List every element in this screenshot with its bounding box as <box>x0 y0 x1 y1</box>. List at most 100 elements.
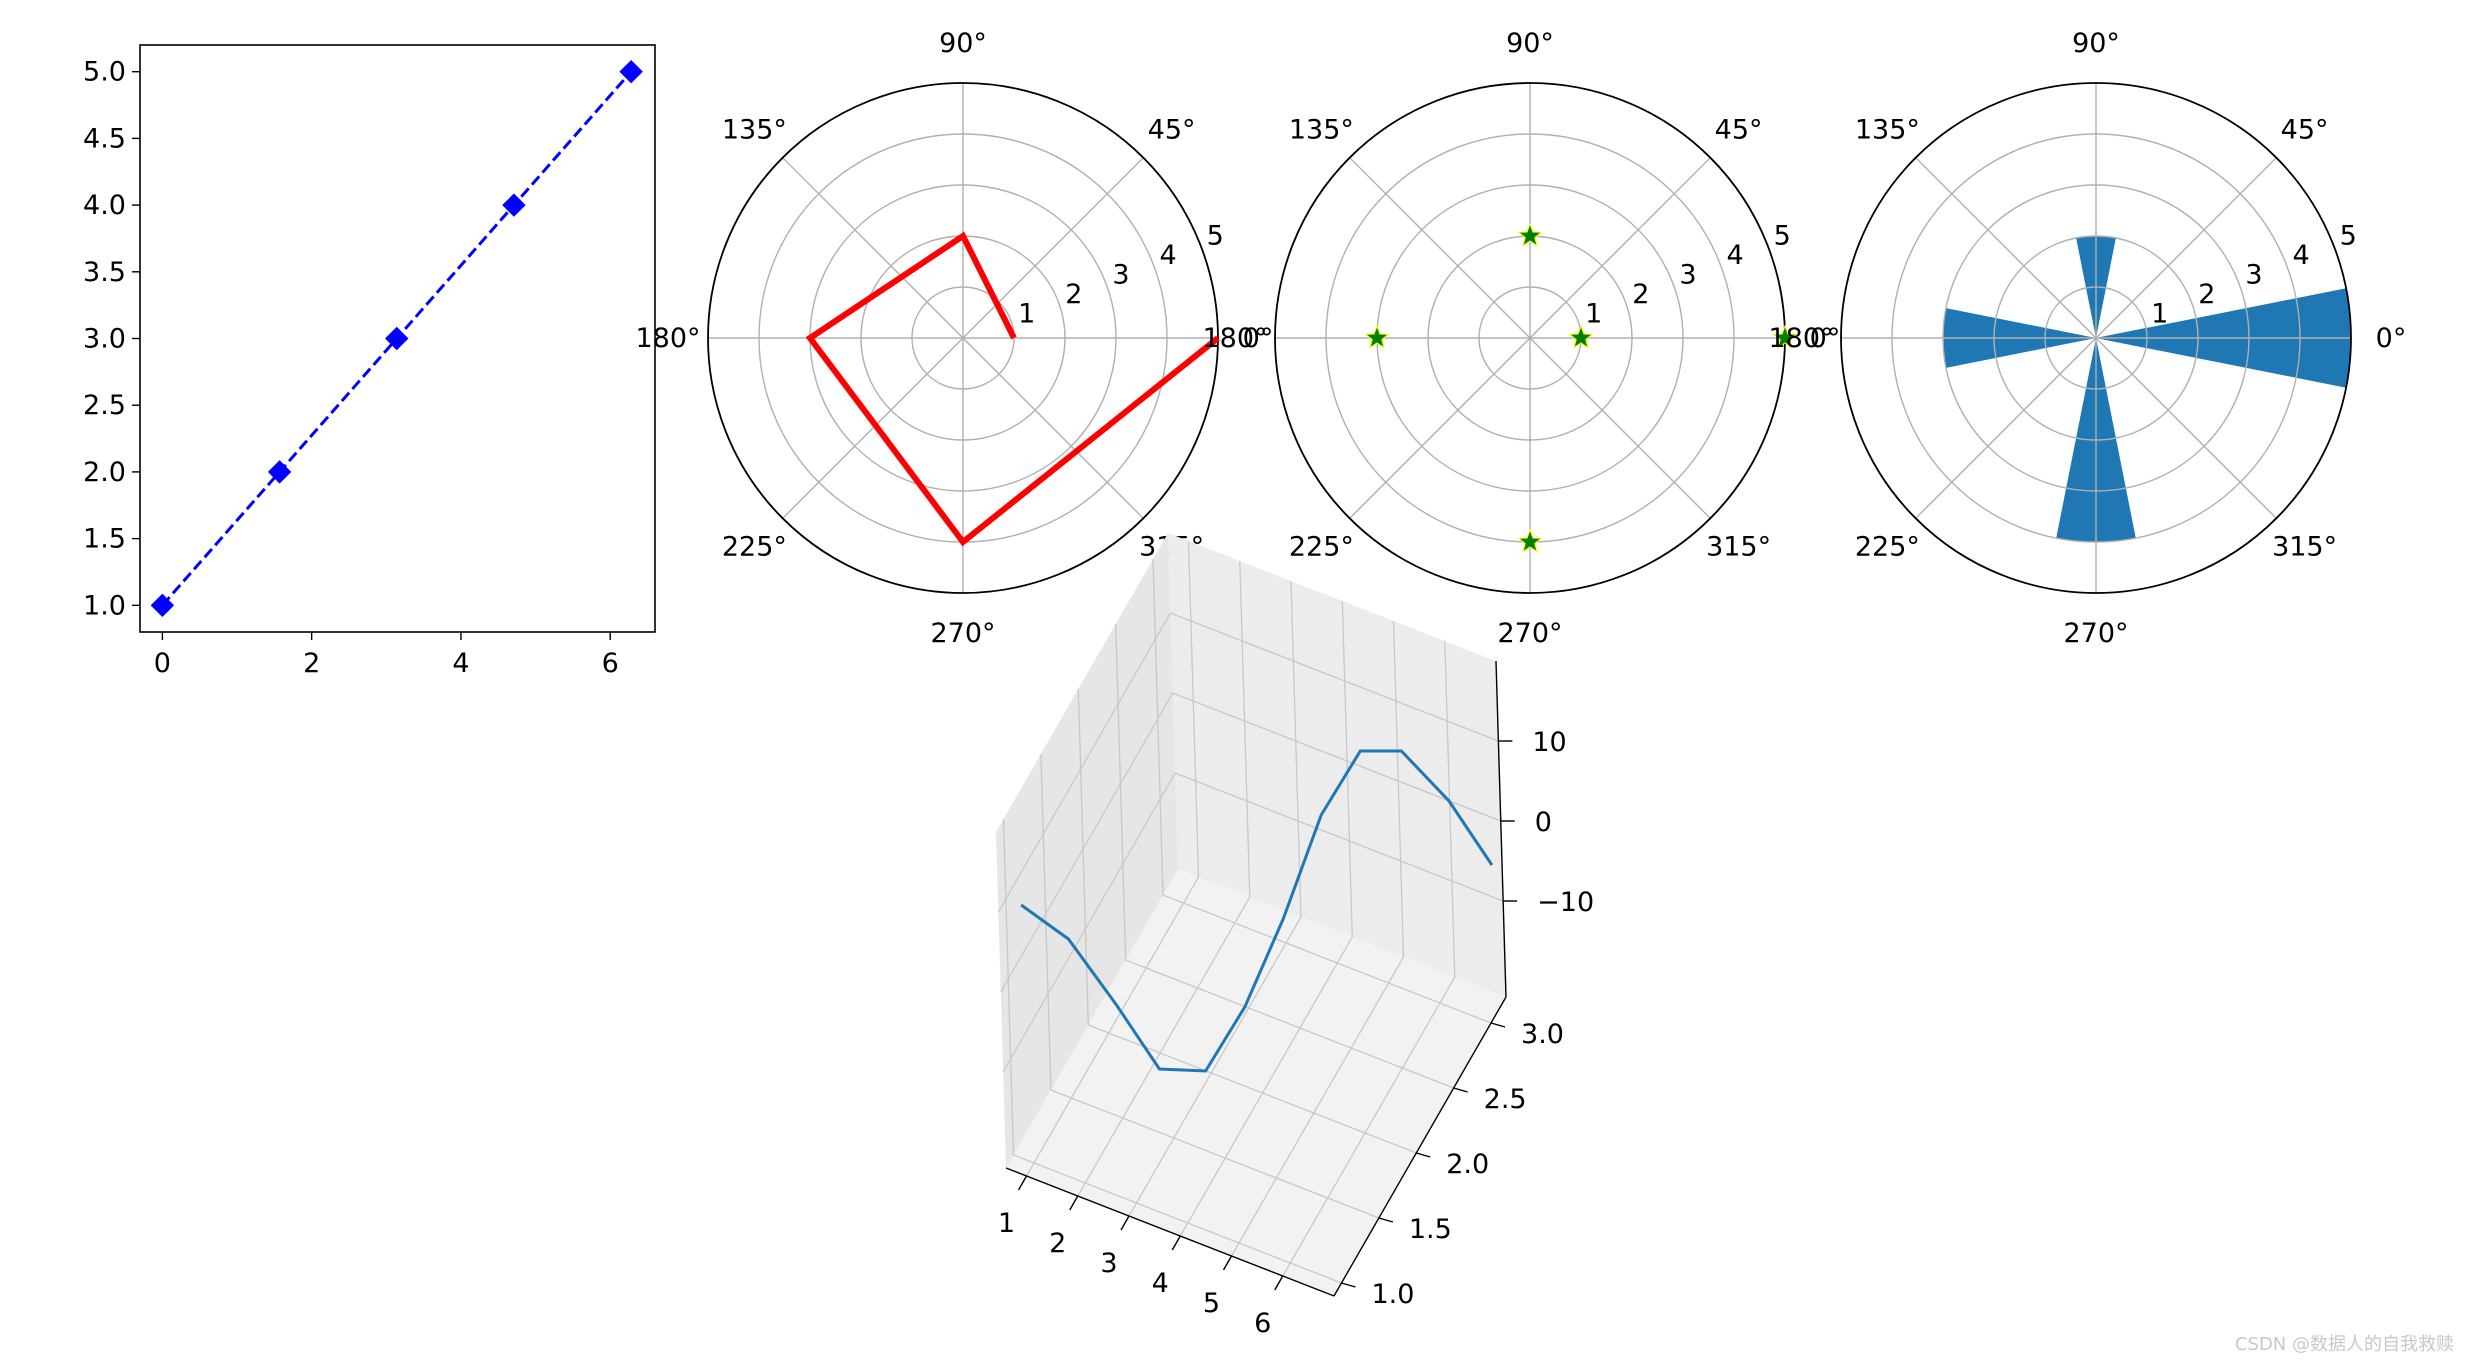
pane-side <box>996 533 1178 1168</box>
x-tick-label: 6 <box>1254 1308 1271 1339</box>
angle-label: 45° <box>1148 114 1196 145</box>
x-tick-label: 4 <box>452 648 469 679</box>
angle-label: 225° <box>1855 532 1920 563</box>
y-tick-label: 2.0 <box>83 457 126 488</box>
polar-frame <box>1840 82 2352 594</box>
radial-label: 2 <box>1632 279 1649 310</box>
radial-label: 4 <box>1726 240 1743 271</box>
star-marker <box>1568 324 1594 349</box>
data-point <box>385 326 409 351</box>
x-gridline <box>1179 600 1353 1237</box>
angular-gridline <box>1915 157 2097 339</box>
radial-label: 2 <box>1065 279 1082 310</box>
y-tick <box>1416 1152 1431 1158</box>
y-tick <box>1341 1282 1356 1288</box>
x-gridline <box>1025 540 1200 1177</box>
angle-label: 270° <box>1497 618 1562 649</box>
x-tick <box>1171 1235 1181 1251</box>
angular-gridline <box>2095 337 2277 519</box>
angle-label: 90° <box>2072 28 2120 59</box>
data-point <box>619 59 643 84</box>
angular-gridline <box>1349 157 1531 339</box>
y-tick <box>1490 1022 1506 1028</box>
y-tick-label: 1.0 <box>83 590 126 621</box>
y-tick-label: 4.5 <box>83 123 126 154</box>
angle-label: 270° <box>2063 618 2128 649</box>
x-tick <box>1017 1175 1028 1191</box>
z-tick-label: −10 <box>1537 887 1594 918</box>
x-gridline <box>1230 620 1405 1257</box>
z-gridline <box>1000 692 1502 993</box>
radial-gridline <box>2044 286 2148 390</box>
x-gridline <box>1128 580 1302 1217</box>
y-tick-label: 2.5 <box>1484 1084 1527 1115</box>
angular-gridline <box>1529 337 1711 519</box>
angular-gridline <box>1915 337 2097 519</box>
y-tick-label: 3.5 <box>83 257 126 288</box>
x-tick-label: 2 <box>1049 1228 1066 1259</box>
x-tick-label: 3 <box>1100 1248 1117 1279</box>
y-tick-label: 3.0 <box>1521 1019 1564 1050</box>
z-gridline <box>1002 772 1504 1073</box>
angular-gridline <box>782 337 964 519</box>
radial-gridline <box>1993 235 2199 441</box>
data-point <box>502 193 526 217</box>
radial-label: 5 <box>2340 220 2357 251</box>
angle-label: 270° <box>930 618 995 649</box>
angular-gridline <box>962 157 1144 339</box>
y-gridline <box>1002 818 1342 1284</box>
z-tick-label: 10 <box>1532 727 1566 758</box>
angle-label: 45° <box>1715 114 1763 145</box>
angle-label: 225° <box>722 532 787 563</box>
y-tick-label: 4.0 <box>83 190 126 221</box>
angle-label: 0° <box>1243 323 1274 354</box>
watermark: CSDN @数据人的自我救赎 <box>2234 1334 2454 1355</box>
data-point <box>267 460 292 484</box>
x-gridline <box>1282 640 1456 1277</box>
series-line-3d <box>1020 749 1494 1073</box>
radial-gridline <box>1891 133 2301 543</box>
angle-label: 180° <box>1768 323 1833 354</box>
star-marker <box>1772 324 1798 349</box>
star-marker <box>1517 528 1543 553</box>
cartesian-line-chart: 0 2 4 6 1.0 1.5 2.0 2.5 3.0 3.5 4.0 4.5 5.0 <box>83 44 656 679</box>
radial-label: 2 <box>2198 279 2215 310</box>
radial-label: 1 <box>2151 298 2168 329</box>
x-tick <box>1120 1215 1130 1231</box>
y-tick-label: 1.5 <box>1409 1214 1452 1245</box>
y-tick <box>1378 1217 1394 1223</box>
angle-label: 0° <box>2376 323 2407 354</box>
angular-gridline <box>2095 157 2277 339</box>
angle-label: 315° <box>1706 532 1771 563</box>
radial-label: 5 <box>1207 220 1224 251</box>
x-tick-label: 5 <box>1203 1288 1220 1319</box>
radial-label: 3 <box>1112 259 1129 290</box>
radial-label: 4 <box>2292 240 2309 271</box>
angle-label: 180° <box>635 323 700 354</box>
angle-label: 135° <box>722 114 787 145</box>
pane-back <box>1168 533 1506 997</box>
angle-label: 90° <box>1506 28 1554 59</box>
radial-label: 3 <box>2245 259 2262 290</box>
x-tick-label: 4 <box>1152 1268 1169 1299</box>
y-gridline <box>1152 558 1492 1024</box>
x-tick <box>1069 1195 1079 1211</box>
z-axis-line <box>1495 660 1507 998</box>
series-line <box>805 231 1220 547</box>
angular-gridline <box>782 157 964 339</box>
angular-gridline <box>1529 157 1711 339</box>
angle-label: 45° <box>2281 114 2329 145</box>
x-tick-label: 1 <box>998 1208 1015 1239</box>
angle-label: 135° <box>1855 114 1920 145</box>
y-gridline <box>1115 623 1454 1089</box>
angle-label: 135° <box>1289 114 1354 145</box>
radial-label: 5 <box>1774 220 1791 251</box>
angular-gridline <box>962 337 1144 519</box>
y-axis-line <box>1333 996 1507 1297</box>
x-tick-label: 0 <box>154 648 171 679</box>
x-axis-line <box>1005 1167 1335 1297</box>
pane-floor <box>1006 869 1506 1296</box>
y-gridline <box>1040 753 1380 1219</box>
